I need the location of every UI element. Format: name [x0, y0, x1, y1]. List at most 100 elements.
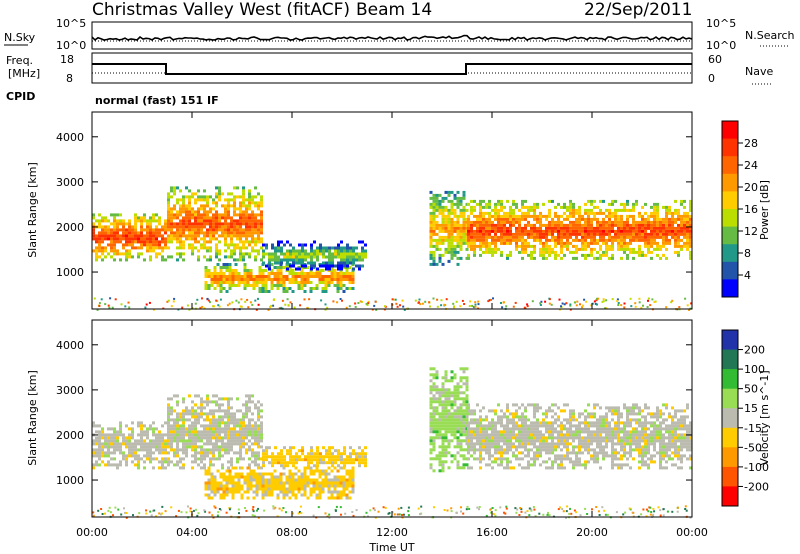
heatmap-cell [125, 460, 128, 464]
heatmap-cell [203, 222, 206, 226]
heatmap-cell [110, 451, 113, 455]
heatmap-cell [219, 487, 223, 491]
heatmap-cell [494, 424, 497, 428]
heatmap-cell [530, 457, 533, 461]
heatmap-cell [518, 406, 521, 410]
heatmap-cell [242, 415, 245, 419]
heatmap-cell [233, 442, 236, 446]
heatmap-cell [316, 464, 319, 468]
heatmap-cell [358, 446, 361, 450]
heatmap-cell [268, 455, 271, 459]
heatmap-cell [188, 433, 191, 437]
heatmap-cell [213, 266, 217, 269]
heatmap-cell [334, 252, 337, 256]
heatmap-cell [107, 460, 110, 464]
heatmap-cell [456, 235, 460, 239]
heatmap-cell [194, 430, 197, 434]
heatmap-cell [312, 469, 316, 473]
heatmap-cell [146, 225, 149, 229]
heatmap-cell [280, 464, 283, 468]
heatmap-cell [674, 217, 677, 221]
heatmap-cell [459, 232, 463, 236]
heatmap-cell [191, 409, 194, 413]
heatmap-cell [355, 246, 358, 250]
heatmap-cell [176, 186, 179, 190]
heatmap-cell [565, 302, 568, 305]
heatmap-cell [402, 305, 405, 308]
heatmap-cell [506, 430, 509, 434]
heatmap-cell [225, 469, 229, 473]
heatmap-cell [554, 427, 557, 431]
heatmap-cell [206, 213, 209, 217]
heatmap-cell [345, 306, 348, 309]
nsky-label: N.Sky [4, 31, 36, 44]
heatmap-cell [392, 298, 395, 301]
heatmap-cell [239, 228, 242, 232]
heatmap-cell [527, 439, 530, 443]
heatmap-cell [245, 400, 248, 404]
heatmap-cell [92, 222, 95, 226]
heatmap-cell [119, 460, 122, 464]
heatmap-cell [294, 466, 298, 470]
heatmap-cell [545, 439, 548, 443]
heatmap-cell [289, 264, 292, 268]
heatmap-cell [578, 439, 581, 443]
heatmap-cell [152, 219, 155, 223]
heatmap-cell [494, 448, 497, 452]
heatmap-cell [230, 421, 233, 425]
heatmap-cell [197, 228, 200, 232]
heatmap-cell [358, 255, 361, 259]
heatmap-cell [176, 231, 179, 235]
heatmap-cell [204, 266, 208, 269]
heatmap-cell [191, 228, 194, 232]
heatmap-cell [230, 234, 233, 238]
heatmap-cell [301, 446, 304, 450]
heatmap-cell [492, 297, 494, 300]
heatmap-cell [521, 418, 524, 422]
heatmap-cell [578, 232, 581, 236]
heatmap-cell [291, 487, 295, 491]
heatmap-cell [200, 460, 203, 464]
heatmap-cell [432, 262, 436, 266]
heatmap-cell [224, 231, 227, 235]
heatmap-cell [515, 424, 518, 428]
heatmap-cell [617, 244, 620, 248]
heatmap-cell [230, 448, 233, 452]
heatmap-cell [286, 240, 289, 244]
heatmap-cell [355, 252, 358, 256]
heatmap-cell [209, 421, 212, 425]
heatmap-cell [233, 186, 236, 190]
heatmap-cell [155, 228, 158, 232]
heatmap-cell [155, 436, 158, 440]
heatmap-cell [575, 463, 578, 467]
heatmap-cell [336, 481, 340, 485]
heatmap-cell [361, 452, 364, 456]
heatmap-cell [686, 244, 689, 248]
heatmap-cell [282, 466, 286, 470]
heatmap-cell [593, 211, 596, 215]
heatmap-cell [257, 252, 260, 256]
heatmap-cell [656, 232, 659, 236]
heatmap-cell [252, 469, 256, 473]
heatmap-cell [254, 240, 257, 244]
heatmap-cell [125, 222, 128, 226]
heatmap-cell [297, 481, 301, 485]
heatmap-cell [328, 449, 331, 453]
heatmap-cell [485, 241, 488, 245]
heatmap-cell [146, 222, 149, 226]
heatmap-cell [459, 208, 463, 212]
heatmap-cell [321, 275, 325, 278]
heatmap-cell [665, 211, 668, 215]
heatmap-cell [453, 373, 457, 377]
heatmap-cell [599, 226, 602, 230]
heatmap-cell [605, 229, 608, 233]
heatmap-cell [212, 427, 215, 431]
heatmap-cell [518, 433, 521, 437]
heatmap-cell [501, 306, 504, 309]
heatmap-cell [348, 266, 352, 269]
heatmap-cell [644, 229, 647, 233]
heatmap-cell [304, 249, 307, 253]
heatmap-cell [515, 454, 518, 458]
heatmap-cell [209, 460, 212, 464]
